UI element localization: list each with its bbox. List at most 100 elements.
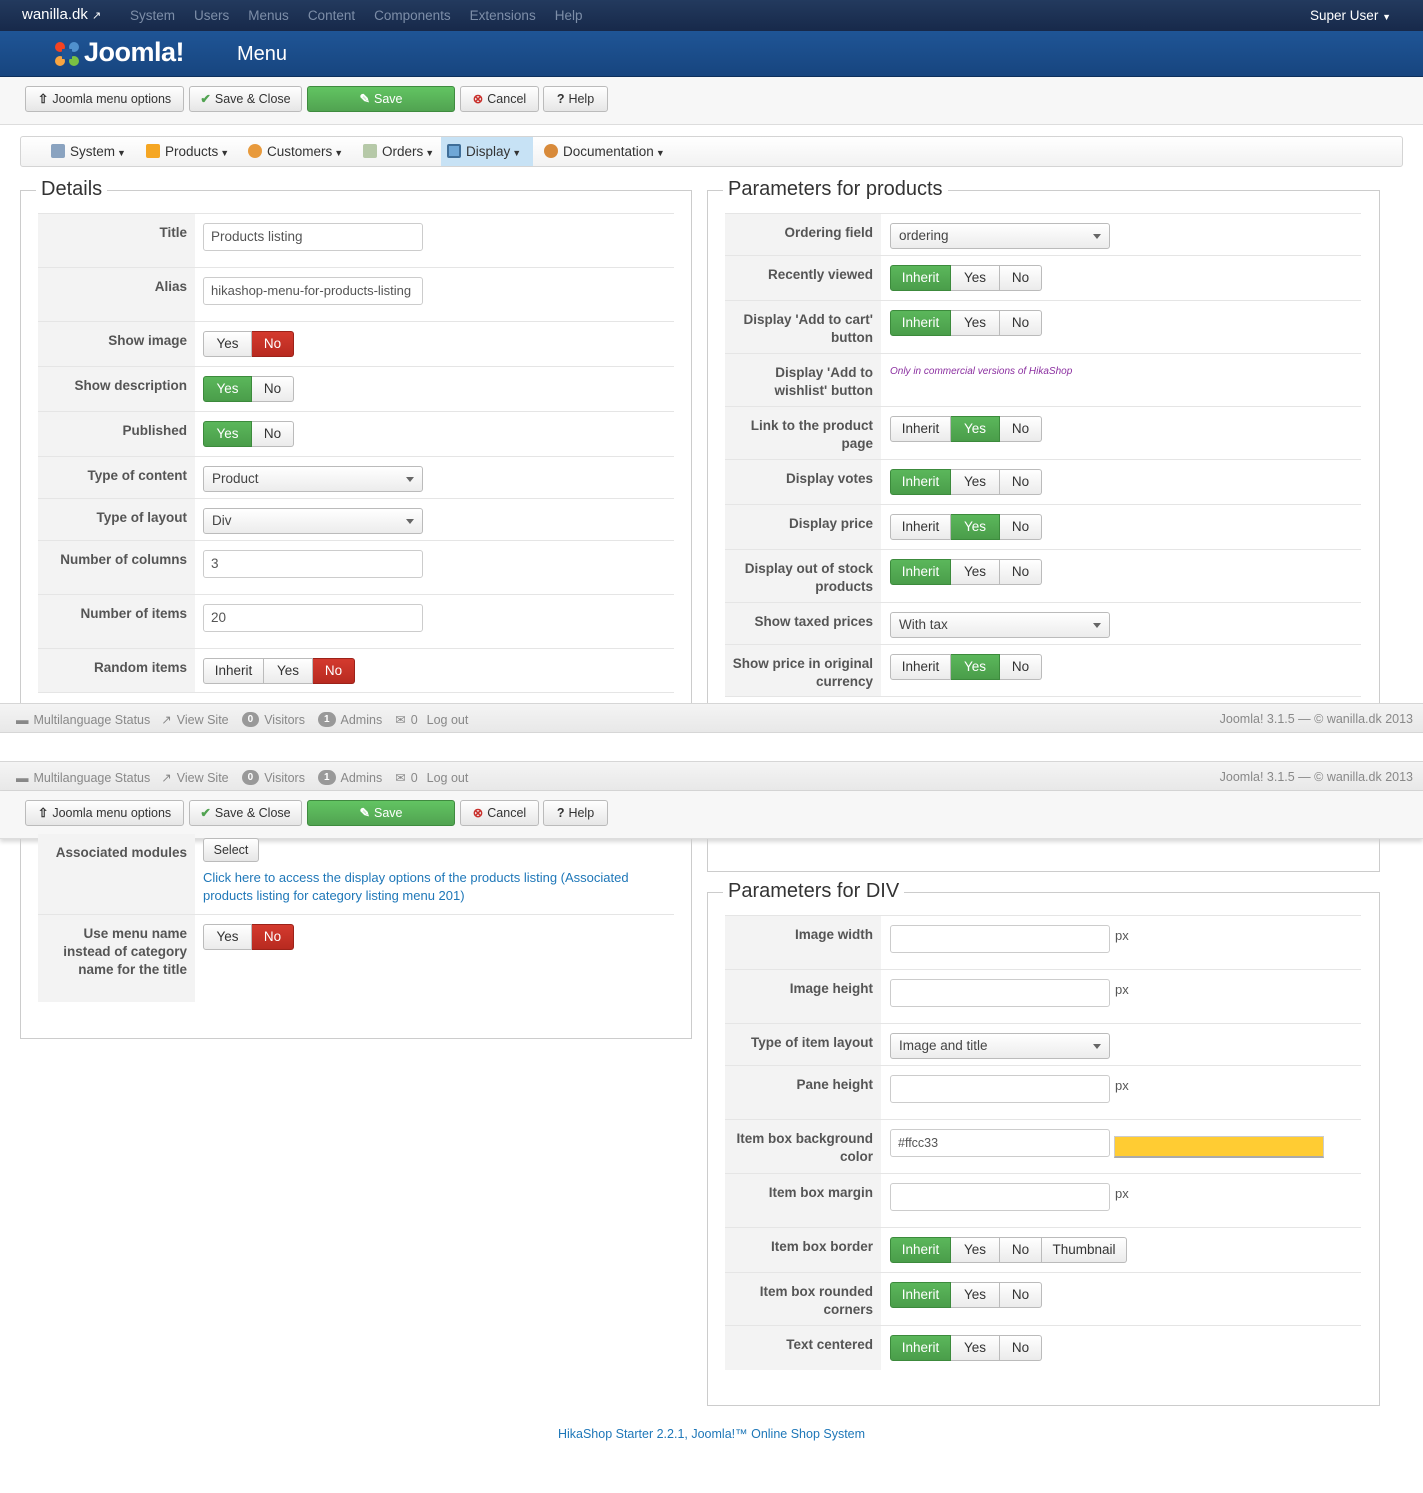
yes-option[interactable]: Yes <box>951 654 1000 680</box>
menubar-display[interactable]: Display ▼ <box>441 137 533 166</box>
inherit-option[interactable]: Inherit <box>890 654 951 680</box>
menu-extensions[interactable]: Extensions <box>469 8 536 23</box>
cancel-button[interactable]: ⊗ Cancel <box>460 86 539 112</box>
multilang-link[interactable]: Multilanguage Status <box>33 770 151 785</box>
save-close-button[interactable]: ✔ Save & Close <box>189 800 302 826</box>
logout-link[interactable]: Log out <box>426 770 469 785</box>
footer-link[interactable]: HikaShop Starter 2.2.1, Joomla!™ Online … <box>557 1427 866 1441</box>
no-option[interactable]: No <box>252 376 294 402</box>
save-button[interactable]: ✎ Save <box>307 86 455 112</box>
alias-label: Alias <box>38 268 195 321</box>
bg-color-input[interactable]: #ffcc33 <box>890 1129 1110 1157</box>
no-option[interactable]: No <box>313 658 355 684</box>
inherit-option[interactable]: Inherit <box>890 1335 951 1361</box>
no-option[interactable]: No <box>1000 416 1042 442</box>
orders-icon <box>363 144 377 158</box>
no-option[interactable]: No <box>1000 654 1042 680</box>
ordering-select[interactable]: ordering <box>890 223 1110 249</box>
menu-menus[interactable]: Menus <box>248 8 289 23</box>
items-input[interactable]: 20 <box>203 604 423 632</box>
menu-users[interactable]: Users <box>194 8 230 23</box>
help-button[interactable]: ? Help <box>543 86 608 112</box>
no-option[interactable]: No <box>1000 310 1042 336</box>
inherit-option[interactable]: Inherit <box>203 658 264 684</box>
inherit-option[interactable]: Inherit <box>890 559 951 585</box>
logout-link[interactable]: Log out <box>426 712 469 727</box>
no-option[interactable]: No <box>1000 265 1042 291</box>
yes-option[interactable]: Yes <box>203 331 252 357</box>
no-option[interactable]: No <box>1000 1237 1042 1263</box>
yes-option[interactable]: Yes <box>951 514 1000 540</box>
image-height-input[interactable] <box>890 979 1110 1007</box>
title-row: Title Products listing <box>38 213 674 267</box>
menu-options-button[interactable]: ⇧ Joomla menu options <box>25 86 184 112</box>
thumbnail-option[interactable]: Thumbnail <box>1042 1237 1127 1263</box>
menubar-orders[interactable]: Orders ▼ <box>357 137 437 166</box>
menubar-customers[interactable]: Customers ▼ <box>242 137 352 166</box>
addcart-toggle: Inherit Yes No <box>890 310 1042 336</box>
display-options-link[interactable]: Click here to access the display options… <box>203 870 629 903</box>
no-option[interactable]: No <box>1000 1282 1042 1308</box>
yes-option[interactable]: Yes <box>951 265 1000 291</box>
alias-input[interactable]: hikashop-menu-for-products-listing <box>203 277 423 305</box>
menu-components[interactable]: Components <box>374 8 451 23</box>
menubar-products[interactable]: Products ▼ <box>140 137 235 166</box>
item-layout-select[interactable]: Image and title <box>890 1033 1110 1059</box>
menubar-system[interactable]: System ▼ <box>45 137 133 166</box>
help-button[interactable]: ? Help <box>543 800 608 826</box>
yes-option[interactable]: Yes <box>951 1335 1000 1361</box>
color-swatch[interactable] <box>1114 1136 1324 1158</box>
menu-help[interactable]: Help <box>554 8 583 23</box>
alias-row: Alias hikashop-menu-for-products-listing <box>38 267 674 321</box>
select-modules-button[interactable]: Select <box>203 838 259 862</box>
title-input[interactable]: Products listing <box>203 223 423 251</box>
yes-option[interactable]: Yes <box>951 559 1000 585</box>
multilang-link[interactable]: Multilanguage Status <box>33 712 151 727</box>
yes-option[interactable]: Yes <box>951 1237 1000 1263</box>
no-option[interactable]: No <box>1000 469 1042 495</box>
layout-type-select[interactable]: Div <box>203 508 423 534</box>
menu-options-button[interactable]: ⇧ Joomla menu options <box>25 800 184 826</box>
image-width-input[interactable] <box>890 925 1110 953</box>
no-option[interactable]: No <box>1000 559 1042 585</box>
no-option[interactable]: No <box>252 421 294 447</box>
box-margin-input[interactable] <box>890 1183 1110 1211</box>
ordering-label: Ordering field <box>725 214 881 255</box>
tools-icon <box>51 144 65 158</box>
site-link[interactable]: wanilla.dk ↗ <box>22 6 102 23</box>
taxed-select[interactable]: With tax <box>890 612 1110 638</box>
inherit-option[interactable]: Inherit <box>890 1282 951 1308</box>
yes-option[interactable]: Yes <box>951 416 1000 442</box>
no-option[interactable]: No <box>1000 1335 1042 1361</box>
inherit-option[interactable]: Inherit <box>890 416 951 442</box>
edit-icon: ✎ <box>359 806 370 820</box>
inherit-option[interactable]: Inherit <box>890 265 951 291</box>
view-site-link[interactable]: View Site <box>176 712 229 727</box>
view-site-link[interactable]: View Site <box>176 770 229 785</box>
save-close-button[interactable]: ✔ Save & Close <box>189 86 302 112</box>
columns-input[interactable]: 3 <box>203 550 423 578</box>
menu-system[interactable]: System <box>130 8 176 23</box>
pane-height-input[interactable] <box>890 1075 1110 1103</box>
cancel-button[interactable]: ⊗ Cancel <box>460 800 539 826</box>
menubar-documentation[interactable]: Documentation ▼ <box>538 137 668 166</box>
inherit-option[interactable]: Inherit <box>890 1237 951 1263</box>
no-option[interactable]: No <box>252 924 294 950</box>
yes-option[interactable]: Yes <box>951 469 1000 495</box>
yes-option[interactable]: Yes <box>264 658 313 684</box>
yes-option[interactable]: Yes <box>951 310 1000 336</box>
yes-option[interactable]: Yes <box>203 924 252 950</box>
yes-option[interactable]: Yes <box>203 376 252 402</box>
content-type-select[interactable]: Product <box>203 466 423 492</box>
menu-content[interactable]: Content <box>307 8 356 23</box>
yes-option[interactable]: Yes <box>203 421 252 447</box>
inherit-option[interactable]: Inherit <box>890 310 951 336</box>
columns-label: Number of columns <box>38 541 195 594</box>
yes-option[interactable]: Yes <box>951 1282 1000 1308</box>
inherit-option[interactable]: Inherit <box>890 514 951 540</box>
no-option[interactable]: No <box>252 331 294 357</box>
user-menu[interactable]: Super User ▼ <box>1310 8 1391 23</box>
save-button[interactable]: ✎ Save <box>307 800 455 826</box>
no-option[interactable]: No <box>1000 514 1042 540</box>
inherit-option[interactable]: Inherit <box>890 469 951 495</box>
